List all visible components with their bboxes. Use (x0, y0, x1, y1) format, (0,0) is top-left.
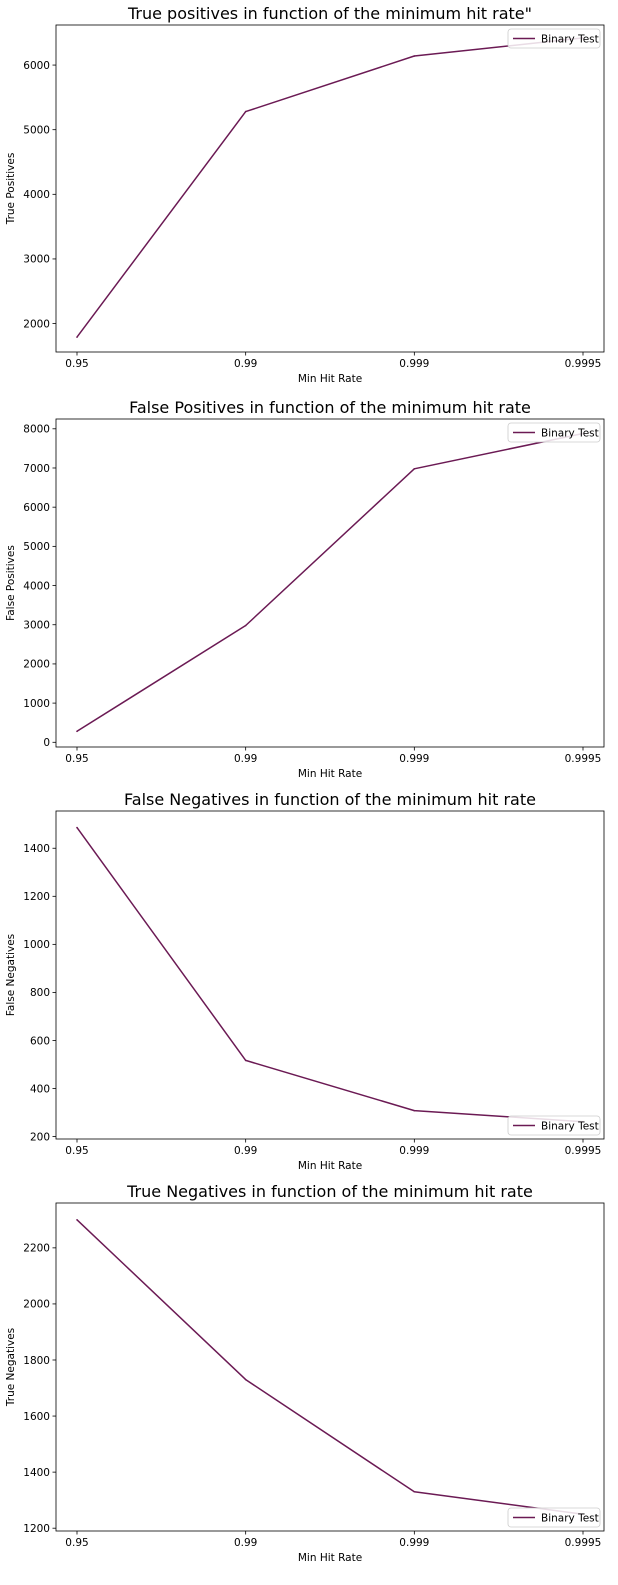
y-tick-label: 5000 (23, 124, 50, 136)
data-point (76, 336, 78, 338)
chart-panel-2: False Positives in function of the minim… (5, 398, 605, 780)
x-tick-label: 0.999 (399, 753, 429, 765)
x-tick-label: 0.99 (234, 1537, 257, 1549)
axes-frame (55, 810, 605, 1140)
data-point (76, 730, 78, 733)
y-tick-label: 800 (30, 987, 50, 999)
series-line (76, 37, 584, 338)
y-tick-label: 4000 (23, 189, 50, 201)
axes-frame (55, 24, 605, 353)
y-tick-label: 1400 (23, 843, 50, 855)
y-tick-label: 2000 (23, 318, 50, 330)
x-tick-label: 0.95 (65, 1145, 88, 1157)
x-tick-label: 0.99 (234, 1145, 257, 1157)
legend-label: Binary Test (541, 1512, 599, 1524)
y-tick-label: 6000 (23, 60, 50, 72)
y-tick-label: 600 (30, 1035, 50, 1047)
x-axis-label: Min Hit Rate (298, 1160, 362, 1172)
series-line (76, 432, 584, 732)
data-point (413, 1109, 416, 1112)
y-tick-label: 3000 (23, 620, 50, 632)
axes-frame (55, 418, 605, 748)
y-tick-label: 1000 (23, 698, 50, 710)
data-point (76, 826, 78, 829)
y-tick-label: 2000 (23, 1299, 50, 1311)
y-tick-label: 0 (43, 737, 50, 749)
y-tick-label: 2000 (23, 659, 50, 671)
legend: Binary Test (507, 28, 601, 49)
legend-box (507, 28, 601, 49)
legend-box (507, 1115, 601, 1136)
y-axis-label: True Positives (5, 153, 17, 226)
y-tick-label: 8000 (23, 424, 50, 436)
data-point (244, 624, 247, 627)
y-tick-label: 400 (30, 1083, 50, 1095)
x-tick-label: 0.9995 (565, 1537, 602, 1549)
x-tick-label: 0.9995 (565, 1145, 602, 1157)
chart-panel-4: True Negatives in function of the minimu… (5, 1182, 605, 1564)
legend: Binary Test (507, 1115, 601, 1136)
x-tick-label: 0.99 (234, 753, 257, 765)
legend-box (507, 422, 601, 443)
y-tick-label: 1800 (23, 1355, 50, 1367)
x-tick-label: 0.9995 (565, 358, 602, 370)
y-tick-label: 4000 (23, 580, 50, 592)
x-axis-label: Min Hit Rate (298, 1552, 362, 1564)
x-tick-label: 0.999 (399, 1537, 429, 1549)
axes-frame (55, 1202, 605, 1532)
data-point (413, 55, 416, 57)
chart-title: True Negatives in function of the minimu… (126, 1182, 533, 1201)
x-tick-label: 0.999 (399, 358, 429, 370)
series-line (76, 827, 584, 1123)
y-tick-label: 1400 (23, 1467, 50, 1479)
data-point (76, 1219, 78, 1221)
y-tick-label: 1200 (23, 1523, 50, 1535)
y-axis-label: True Negatives (5, 1328, 17, 1407)
y-tick-label: 2200 (23, 1243, 50, 1255)
x-axis-label: Min Hit Rate (298, 768, 362, 780)
y-tick-label: 3000 (23, 254, 50, 266)
y-tick-label: 5000 (23, 541, 50, 553)
chart-title: True positives in function of the minimu… (127, 4, 532, 23)
chart-title: False Positives in function of the minim… (129, 398, 531, 417)
x-axis-label: Min Hit Rate (298, 373, 362, 385)
x-tick-label: 0.99 (234, 358, 257, 370)
y-tick-label: 1000 (23, 939, 50, 951)
x-tick-label: 0.999 (399, 1145, 429, 1157)
y-tick-label: 6000 (23, 502, 50, 514)
x-tick-label: 0.95 (65, 753, 88, 765)
y-tick-label: 1600 (23, 1411, 50, 1423)
x-tick-label: 0.95 (65, 358, 88, 370)
data-point (413, 1490, 416, 1493)
y-tick-label: 7000 (23, 463, 50, 475)
legend: Binary Test (507, 1507, 601, 1528)
data-point (244, 1059, 247, 1062)
legend: Binary Test (507, 422, 601, 443)
y-tick-label: 200 (30, 1131, 50, 1143)
legend-label: Binary Test (541, 33, 599, 45)
y-tick-label: 1200 (23, 891, 50, 903)
chart-panel-3: False Negatives in function of the minim… (5, 790, 605, 1172)
data-point (244, 1378, 247, 1381)
x-tick-label: 0.95 (65, 1537, 88, 1549)
y-axis-label: False Positives (5, 545, 17, 621)
series-line (76, 1219, 584, 1515)
data-point (244, 110, 247, 113)
x-tick-label: 0.9995 (565, 753, 602, 765)
chart-title: False Negatives in function of the minim… (124, 790, 536, 809)
legend-label: Binary Test (541, 1120, 599, 1132)
data-point (413, 467, 416, 470)
legend-box (507, 1507, 601, 1528)
legend-label: Binary Test (541, 427, 599, 439)
chart-panel-1: True positives in function of the minimu… (5, 4, 605, 385)
y-axis-label: False Negatives (5, 934, 17, 1016)
